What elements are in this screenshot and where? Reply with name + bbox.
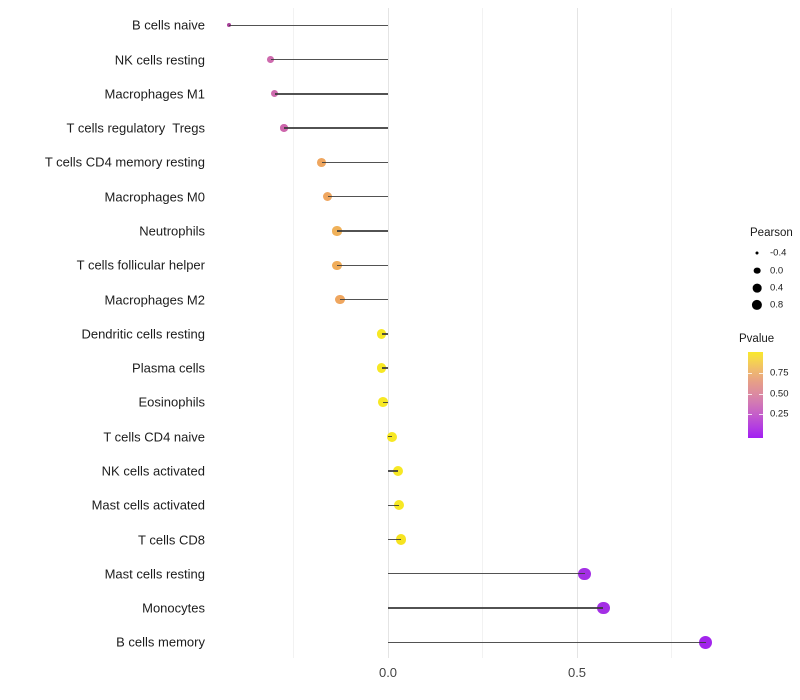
lollipop-dot (386, 431, 397, 442)
lollipop-stem (388, 538, 401, 541)
category-label: T cells follicular helper (76, 257, 205, 273)
category-label: T cells regulatory Tregs (66, 120, 205, 136)
gridline-minor (671, 8, 672, 658)
lollipop-stem (321, 161, 388, 164)
category-label: Mast cells activated (91, 497, 205, 513)
colorbar-tick (748, 373, 752, 374)
lollipop-stem (274, 93, 388, 95)
category-label: Neutrophils (139, 223, 205, 239)
lollipop-dot (392, 465, 403, 476)
x-tick-label: 0.0 (378, 665, 398, 680)
category-label: T cells CD4 memory resting (44, 154, 205, 170)
lollipop-stem (229, 24, 388, 26)
colorbar-label: 0.50 (770, 388, 789, 399)
category-label: Plasma cells (132, 360, 205, 376)
legend-size-label: -0.4 (770, 247, 787, 259)
legend-size-label: 0.8 (770, 299, 784, 311)
colorbar-tick (759, 414, 763, 415)
category-label: NK cells activated (101, 463, 205, 479)
legend-title-pvalue: Pvalue (739, 333, 775, 345)
category-label: NK cells resting (114, 52, 205, 68)
category-label: Dendritic cells resting (81, 326, 205, 342)
lollipop-dot (332, 260, 342, 270)
colorbar-tick (748, 414, 752, 415)
lollipop-stem (388, 607, 604, 609)
colorbar-tick (759, 393, 763, 395)
lollipop-dot (597, 601, 610, 615)
lollipop-stem (284, 127, 388, 129)
category-label: Macrophages M2 (104, 292, 205, 308)
lollipop-stem (388, 470, 398, 472)
gridline-major (576, 8, 578, 658)
pvalue-colorbar (748, 352, 763, 438)
category-label: Mast cells resting (104, 566, 205, 582)
lollipop-stem (382, 401, 388, 404)
lollipop-stem (336, 230, 388, 232)
gridline-minor (293, 8, 294, 658)
category-label: B cells naive (132, 17, 205, 33)
lollipop-dot (578, 567, 591, 580)
lollipop-stem (336, 264, 388, 266)
colorbar-tick (748, 393, 752, 395)
lollipop-stem (388, 504, 399, 506)
lollipop-stem (388, 573, 585, 575)
legend-title-pearson: Pearson (750, 227, 793, 239)
category-label: T cells CD8 (138, 532, 205, 547)
colorbar-label: 0.75 (770, 367, 789, 379)
lollipop-dot (377, 397, 388, 408)
lollipop-stem (270, 58, 388, 61)
x-tick-label: 0.5 (567, 665, 587, 680)
category-label: Eosinophils (138, 394, 206, 410)
category-label: Macrophages M1 (104, 86, 205, 102)
gridline-minor (482, 8, 483, 658)
legend-size-dot (751, 299, 763, 311)
colorbar-tick (759, 373, 763, 374)
legend-size-dot (752, 283, 762, 293)
lollipop-stem (327, 196, 388, 198)
category-label: Monocytes (142, 600, 205, 616)
category-label: B cells memory (116, 634, 205, 650)
category-label: Macrophages M0 (104, 189, 205, 205)
legend-size-dot (753, 267, 761, 274)
lollipop-stem (381, 367, 388, 369)
legend-size-label: 0.0 (770, 265, 784, 276)
lollipop-dot (332, 226, 342, 236)
lollipop-stem (388, 435, 392, 438)
lollipop-stem (339, 298, 388, 301)
category-label: T cells CD4 naive (103, 429, 205, 445)
colorbar-label: 0.25 (770, 408, 789, 420)
legend-size-dot (755, 251, 759, 255)
lollipop-stem (381, 333, 388, 335)
gridline-major (387, 8, 389, 658)
legend-size-label: 0.4 (770, 282, 784, 294)
lollipop-stem (388, 641, 706, 644)
lollipop-dot (280, 124, 288, 132)
